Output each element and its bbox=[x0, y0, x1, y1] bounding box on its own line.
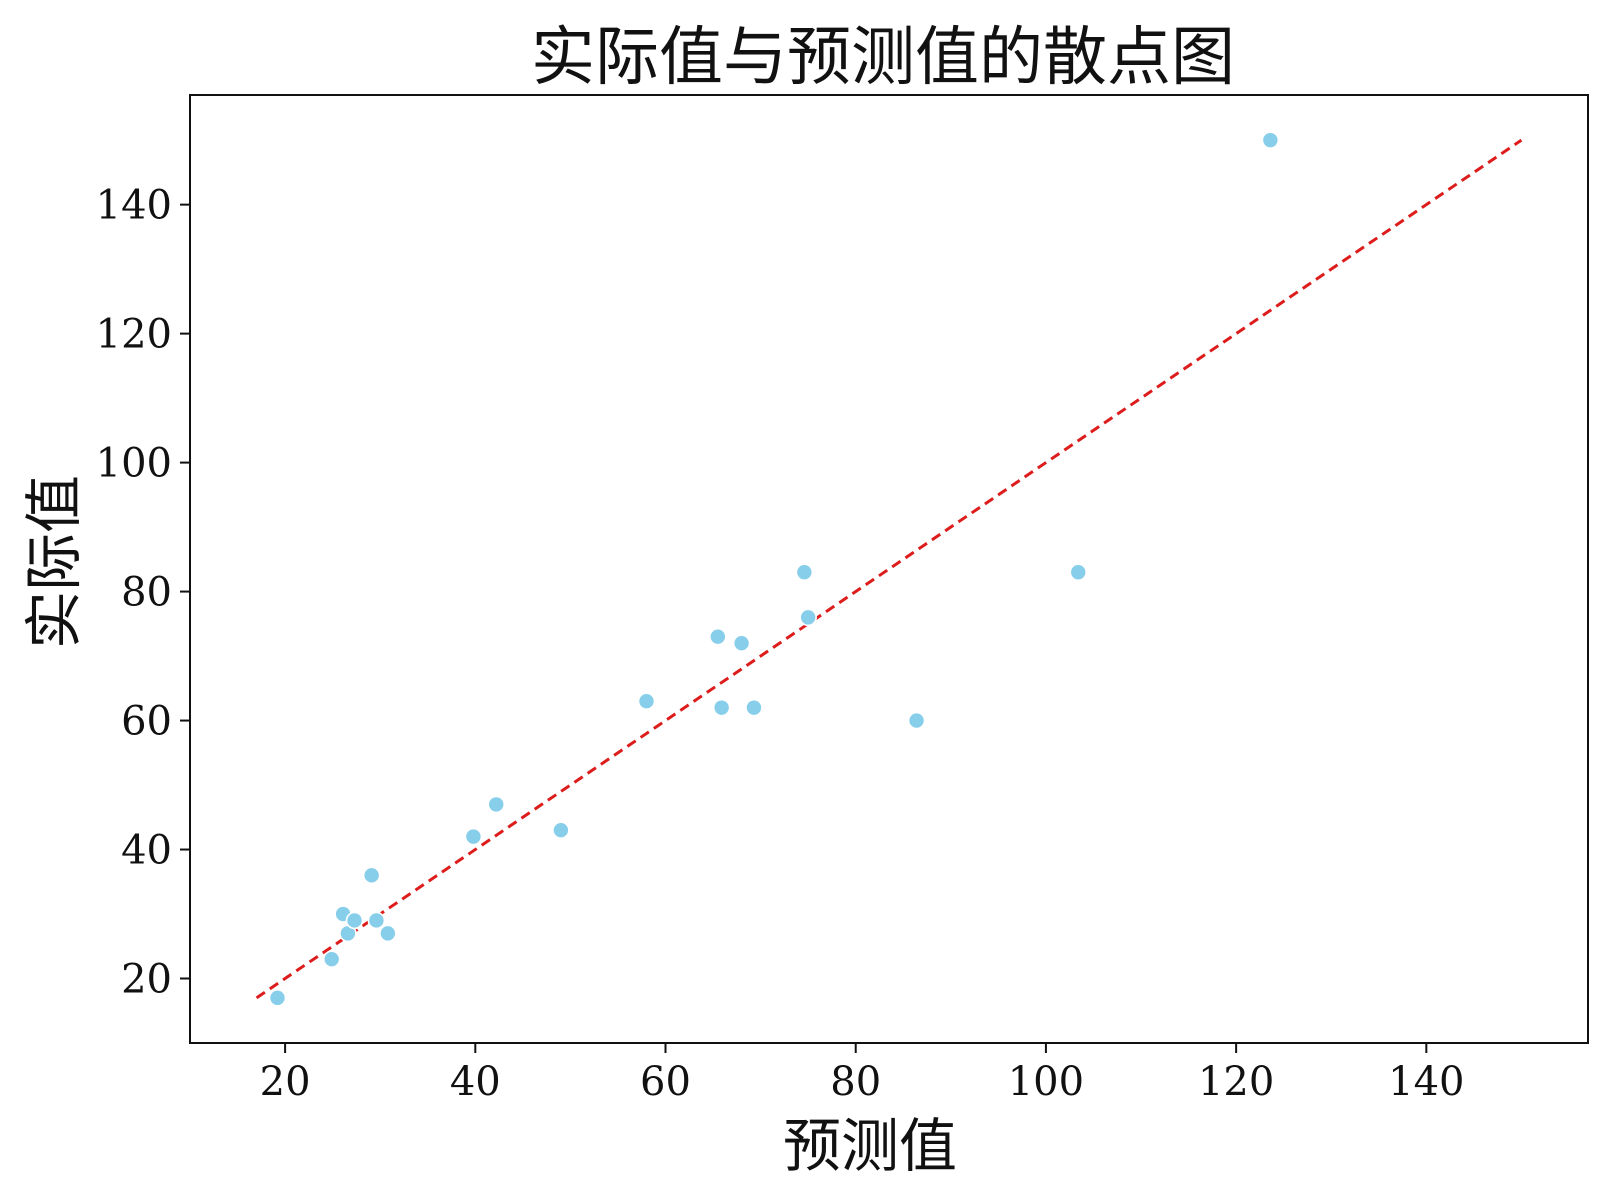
x-tick-label: 100 bbox=[1008, 1059, 1084, 1105]
axes bbox=[189, 94, 1589, 1044]
scatter-point bbox=[464, 827, 483, 846]
x-axis-ticks: 20 40 60 80 100 120 140 bbox=[260, 1043, 1465, 1105]
scatter-point bbox=[799, 608, 817, 627]
y-tick-label: 120 bbox=[96, 312, 172, 358]
reference-line-group bbox=[255, 138, 1523, 1000]
scatter-point bbox=[709, 627, 727, 646]
scatter-point bbox=[345, 911, 364, 930]
scatter-point bbox=[795, 563, 814, 582]
scatter-point bbox=[487, 795, 506, 814]
scatter-point bbox=[745, 698, 763, 717]
scatter-point bbox=[552, 821, 570, 839]
y-tick-label: 140 bbox=[96, 183, 172, 229]
scatter-point bbox=[362, 866, 381, 885]
y-tick-label: 100 bbox=[96, 441, 172, 487]
x-tick-label: 40 bbox=[450, 1059, 501, 1105]
x-axis-label: 预测值 bbox=[783, 1112, 957, 1180]
plot-frame bbox=[189, 94, 1589, 1044]
y-tick-label: 20 bbox=[121, 957, 172, 1003]
y-axis-ticks: 20 40 60 80 100 120 140 bbox=[96, 183, 190, 1003]
scatter-point bbox=[732, 634, 751, 652]
y-tick-label: 80 bbox=[121, 570, 172, 616]
scatter-point bbox=[712, 698, 731, 717]
scatter-point bbox=[379, 924, 397, 943]
y-tick-label: 60 bbox=[121, 699, 172, 745]
y-tick-label: 40 bbox=[121, 828, 172, 874]
x-tick-label: 20 bbox=[260, 1059, 311, 1105]
scatter-point bbox=[367, 911, 386, 930]
scatter-point bbox=[907, 711, 926, 730]
x-tick-label: 60 bbox=[640, 1059, 691, 1105]
chart-title: 实际值与预测值的散点图 bbox=[531, 21, 1235, 95]
scatter-point bbox=[1261, 131, 1280, 149]
x-tick-label: 140 bbox=[1388, 1059, 1464, 1105]
scatter-point bbox=[637, 692, 656, 711]
x-tick-label: 120 bbox=[1198, 1059, 1274, 1105]
scatter-point bbox=[322, 950, 341, 968]
x-tick-label: 80 bbox=[830, 1059, 881, 1105]
scatter-point bbox=[1069, 563, 1088, 582]
reference-line bbox=[255, 138, 1523, 1000]
y-axis-label: 实际值 bbox=[20, 475, 88, 649]
data-points bbox=[268, 131, 1280, 1007]
scatter-point bbox=[268, 989, 287, 1007]
